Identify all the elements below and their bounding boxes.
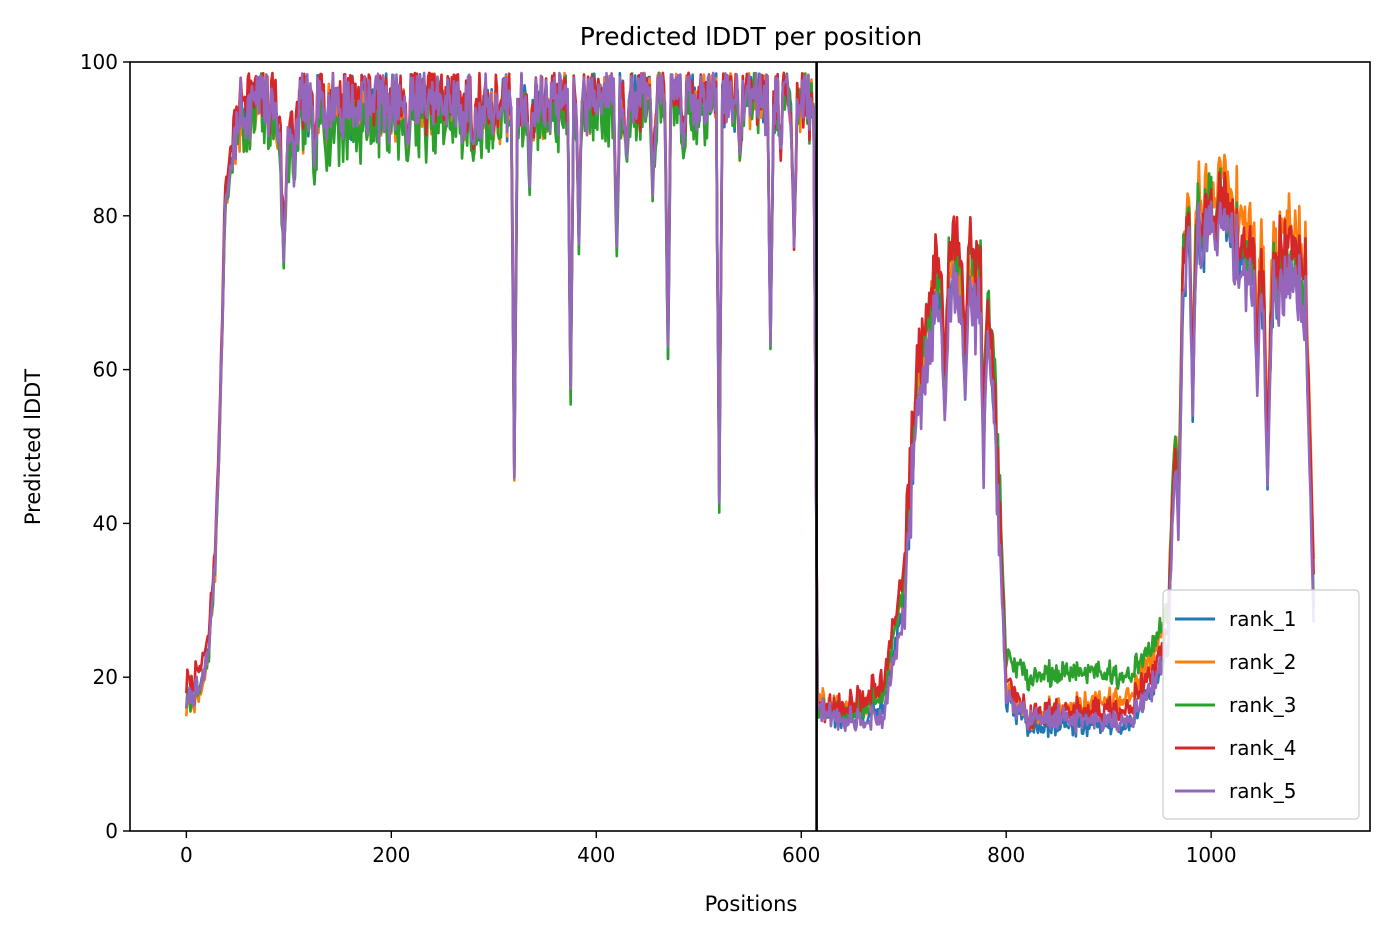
series-line-rank_3: [185, 71, 1315, 726]
legend-box: [1162, 589, 1360, 820]
plot-area: [185, 62, 1315, 831]
y-tick-label: 40: [93, 511, 118, 535]
x-tick-label: 800: [987, 843, 1025, 867]
chart-title: Predicted lDDT per position: [580, 22, 922, 51]
y-tick-label: 80: [93, 204, 118, 228]
x-tick-label: 600: [782, 843, 820, 867]
series-line-rank_4: [185, 71, 1315, 730]
legend-label-rank_4: rank_4: [1229, 736, 1296, 760]
legend-label-rank_5: rank_5: [1229, 779, 1296, 803]
series-line-rank_1: [185, 71, 1315, 739]
legend-label-rank_1: rank_1: [1229, 607, 1296, 631]
series-line-rank_2: [185, 71, 1315, 731]
y-tick-label: 0: [105, 819, 118, 843]
x-axis-label: Positions: [705, 892, 798, 916]
series-line-rank_5: [185, 71, 1315, 734]
y-tick-label: 60: [93, 358, 118, 382]
x-tick-label: 0: [180, 843, 193, 867]
legend-label-rank_3: rank_3: [1229, 693, 1296, 717]
axes-frame: [129, 61, 1371, 832]
y-axis-ticks: 0 20 40 60 80 100: [80, 50, 130, 843]
x-axis-ticks: 0 200 400 600 800 1000: [180, 831, 1237, 867]
legend-label-rank_2: rank_2: [1229, 650, 1296, 674]
y-tick-label: 100: [80, 50, 118, 74]
x-tick-label: 1000: [1186, 843, 1237, 867]
legend: rank_1 rank_2 rank_3 rank_4 rank_5: [1162, 589, 1360, 820]
y-axis-label: Predicted lDDT: [21, 369, 45, 525]
y-tick-label: 20: [93, 665, 118, 689]
x-tick-label: 200: [372, 843, 410, 867]
x-tick-label: 400: [577, 843, 615, 867]
